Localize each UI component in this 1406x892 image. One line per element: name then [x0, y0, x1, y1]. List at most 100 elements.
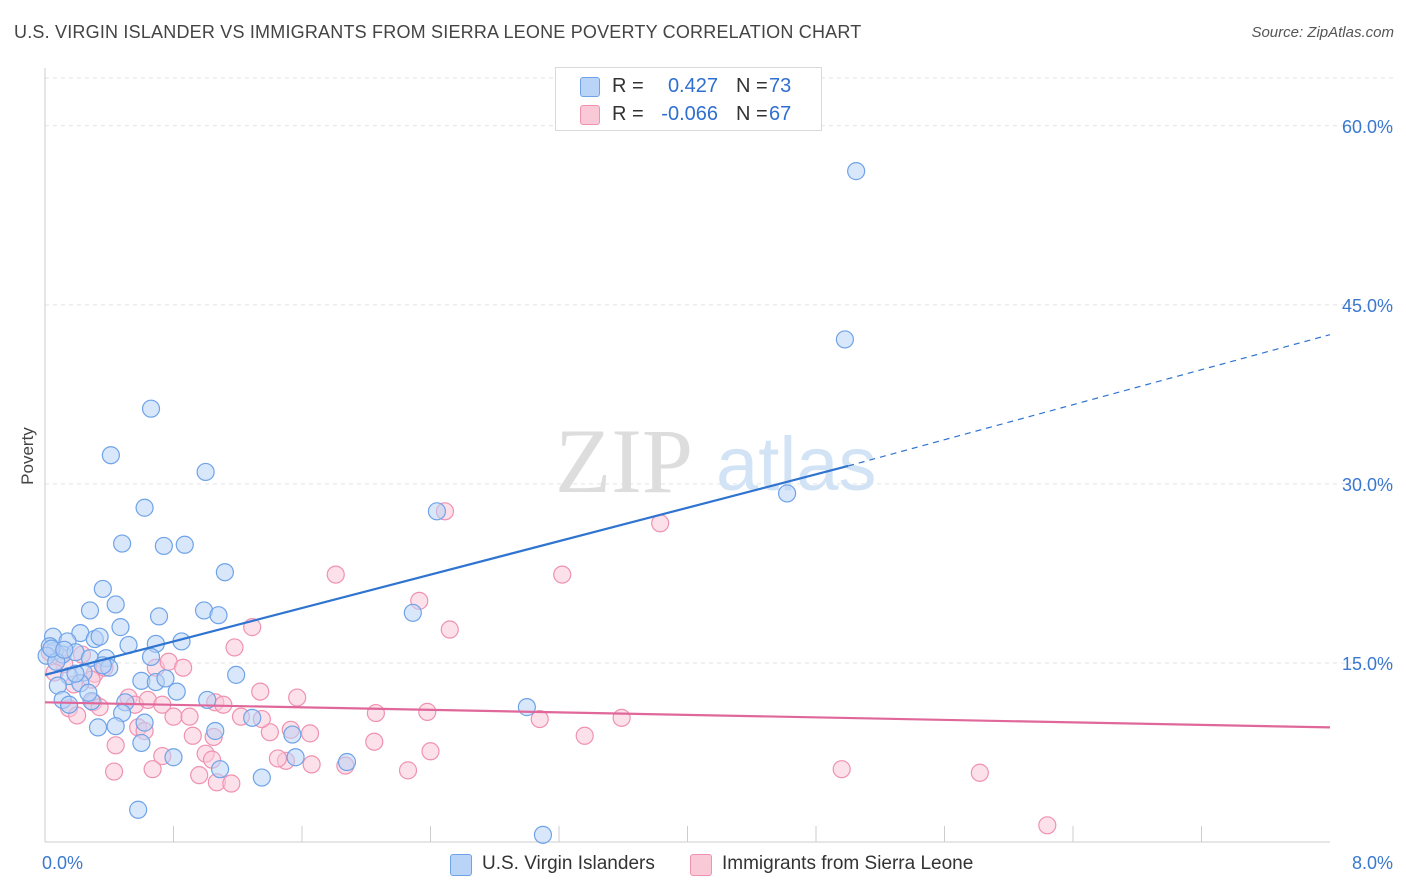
data-point-virgin-islanders — [175, 535, 194, 554]
data-point-sierra-leone — [302, 755, 321, 774]
data-point-virgin-islanders — [106, 595, 125, 614]
data-point-virgin-islanders — [88, 718, 108, 737]
data-point-virgin-islanders — [209, 606, 228, 625]
data-point-virgin-islanders — [198, 690, 217, 710]
data-point-virgin-islanders — [517, 698, 536, 717]
data-point-sierra-leone — [174, 658, 193, 677]
data-point-sierra-leone — [612, 708, 631, 727]
data-point-sierra-leone — [970, 763, 989, 782]
r-label: R = — [612, 75, 644, 97]
data-point-virgin-islanders — [243, 708, 262, 727]
legend-swatch-pink — [690, 854, 712, 876]
trend-line-virgin-islanders-extension — [847, 334, 1331, 467]
n-value: 67 — [769, 103, 792, 125]
data-point-sierra-leone — [530, 709, 549, 729]
data-point-virgin-islanders — [79, 683, 98, 702]
data-point-virgin-islanders — [215, 563, 234, 582]
data-point-sierra-leone — [398, 761, 418, 780]
data-point-sierra-leone — [183, 726, 202, 745]
data-point-virgin-islanders — [835, 330, 855, 349]
y-tick-label: 60.0% — [1342, 117, 1393, 137]
data-point-sierra-leone — [225, 638, 244, 657]
chart-title: U.S. VIRGIN ISLANDER VS IMMIGRANTS FROM … — [14, 22, 862, 42]
data-point-virgin-islanders — [106, 717, 125, 736]
data-point-sierra-leone — [164, 707, 183, 726]
y-tick-label: 30.0% — [1342, 475, 1393, 495]
data-point-virgin-islanders — [164, 748, 183, 767]
data-point-virgin-islanders — [59, 695, 79, 714]
data-point-virgin-islanders — [206, 721, 225, 741]
correlation-legend: R = 0.427 N = 73 R = -0.066 N = 67 — [555, 67, 822, 131]
data-point-virgin-islanders — [403, 603, 422, 622]
data-point-virgin-islanders — [135, 713, 154, 732]
data-point-sierra-leone — [251, 682, 270, 701]
x-tick-label: 8.0% — [1352, 853, 1393, 873]
data-point-virgin-islanders — [210, 760, 230, 779]
y-tick-label: 45.0% — [1342, 296, 1393, 316]
data-point-sierra-leone — [180, 707, 199, 726]
data-point-virgin-islanders — [135, 498, 154, 517]
data-point-virgin-islanders — [427, 502, 447, 521]
data-point-sierra-leone — [260, 723, 279, 742]
legend-swatch-pink — [580, 105, 600, 125]
y-tick-label: 15.0% — [1342, 654, 1393, 674]
series-virgin-islanders-points — [37, 162, 866, 844]
legend-label: U.S. Virgin Islanders — [482, 853, 655, 874]
data-point-virgin-islanders — [141, 647, 161, 667]
legend-swatch-blue — [580, 77, 600, 97]
data-point-virgin-islanders — [66, 664, 85, 683]
data-point-sierra-leone — [418, 702, 437, 721]
source-label: Source: ZipAtlas.com — [1251, 24, 1394, 41]
data-point-sierra-leone — [421, 742, 440, 761]
data-point-virgin-islanders — [101, 446, 120, 465]
r-value: -0.066 — [661, 103, 718, 125]
data-point-sierra-leone — [143, 760, 162, 779]
data-point-virgin-islanders — [55, 640, 74, 659]
x-tick-label: 0.0% — [42, 853, 83, 873]
data-point-virgin-islanders — [196, 462, 215, 482]
data-point-virgin-islanders — [533, 825, 553, 844]
data-point-virgin-islanders — [227, 665, 246, 684]
data-point-virgin-islanders — [847, 162, 866, 181]
data-point-sierra-leone — [106, 736, 125, 755]
data-point-sierra-leone — [222, 774, 241, 793]
data-point-virgin-islanders — [167, 682, 186, 701]
data-point-virgin-islanders — [154, 536, 173, 556]
data-point-sierra-leone — [300, 724, 320, 743]
data-point-sierra-leone — [104, 762, 124, 781]
data-point-sierra-leone — [326, 565, 345, 584]
watermark-zip: ZIP — [555, 410, 693, 512]
data-point-virgin-islanders — [252, 768, 271, 787]
watermark: ZIP atlas — [555, 410, 877, 512]
legend-swatch-blue — [450, 854, 472, 876]
series-sierra-leone-points — [40, 502, 1057, 835]
r-value: 0.427 — [667, 75, 718, 97]
data-point-virgin-islanders — [286, 748, 305, 767]
data-point-virgin-islanders — [283, 725, 302, 744]
legend-label: Immigrants from Sierra Leone — [722, 853, 974, 874]
r-label: R = — [612, 103, 644, 125]
legend-row-virgin-islanders: R = 0.427 N = 73 — [556, 72, 821, 100]
data-point-virgin-islanders — [90, 627, 109, 646]
data-point-sierra-leone — [553, 565, 572, 584]
data-point-sierra-leone — [366, 703, 385, 723]
data-point-virgin-islanders — [141, 399, 161, 418]
trend-lines — [44, 334, 1331, 729]
n-label: N = — [736, 103, 768, 125]
trend-line-sierra-leone — [44, 701, 1331, 729]
data-point-virgin-islanders — [111, 618, 130, 637]
tick-labels: 15.0% 30.0% 45.0% 60.0% 0.0% 8.0% — [42, 117, 1393, 873]
series-legend: U.S. Virgin Islanders Immigrants from Si… — [450, 852, 1050, 878]
data-point-sierra-leone — [288, 688, 307, 707]
legend-row-sierra-leone: R = -0.066 N = 67 — [556, 100, 821, 128]
data-point-virgin-islanders — [129, 800, 148, 819]
data-point-sierra-leone — [1038, 816, 1057, 835]
data-point-sierra-leone — [832, 760, 851, 779]
axes — [44, 68, 1330, 843]
data-point-sierra-leone — [575, 726, 594, 745]
data-point-virgin-islanders — [80, 601, 100, 620]
data-point-virgin-islanders — [93, 579, 112, 599]
data-point-virgin-islanders — [149, 607, 169, 626]
gridlines — [45, 77, 1393, 664]
